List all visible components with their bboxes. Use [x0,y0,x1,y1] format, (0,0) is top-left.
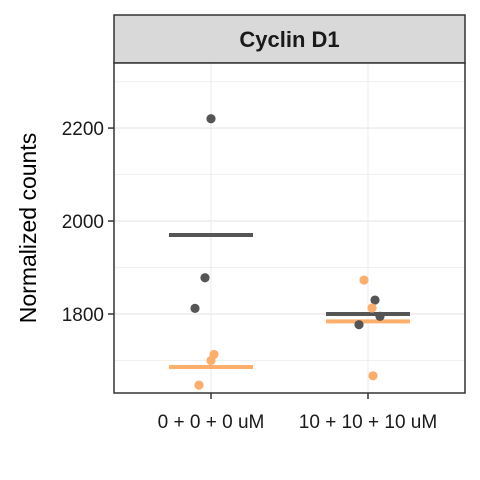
y-tick-label: 1800 [62,305,104,326]
data-point [190,303,200,314]
x-axis: 0 + 0 + 0 uM 10 + 10 + 10 uM [158,393,437,433]
gridlines [114,63,465,393]
data-point [354,320,364,330]
data-point [375,311,385,321]
plot-panel [114,63,465,393]
y-tick-label: 2000 [62,212,104,233]
y-axis-title: Normalized counts [15,133,41,323]
data-point [200,273,210,283]
facet-title: Cyclin D1 [239,27,339,52]
panel-border [113,62,466,394]
data-marks [169,114,410,390]
x-tick-label: 0 + 0 + 0 uM [158,412,265,433]
data-point [194,380,204,390]
data-point [367,303,377,313]
data-point [368,371,378,381]
y-tick-label: 2200 [62,119,104,140]
data-point [359,275,369,285]
data-point [206,114,216,124]
x-tick-label: 10 + 10 + 10 uM [299,412,437,433]
data-point [206,355,216,366]
facet-strip [113,14,466,64]
data-point [370,295,380,305]
y-axis: 1800 2000 2200 [62,119,114,326]
